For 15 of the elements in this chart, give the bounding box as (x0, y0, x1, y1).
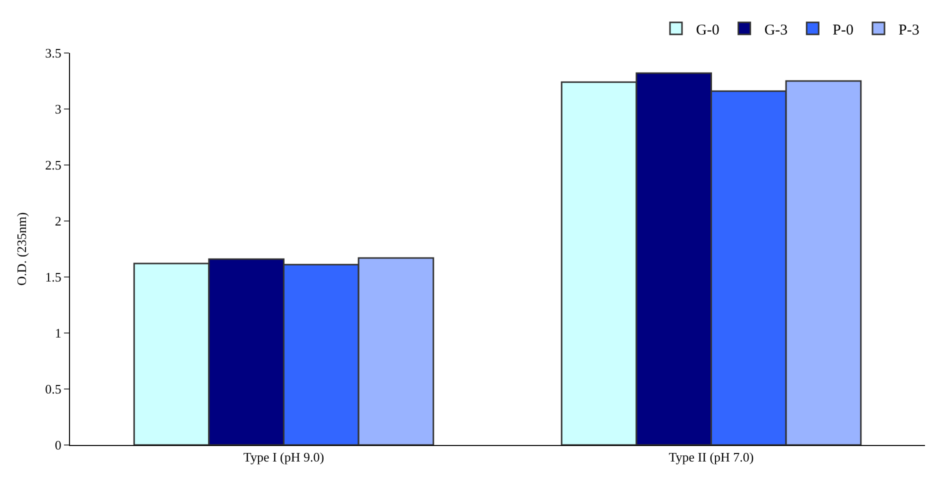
legend-label: P-3 (898, 22, 920, 38)
y-tick-label: 0 (54, 438, 62, 453)
y-tick-label: 0.5 (45, 382, 62, 397)
y-tick-label: 2 (54, 214, 62, 229)
y-tick-label: 3.5 (45, 46, 62, 61)
y-tick-label: 1 (54, 326, 62, 341)
x-tick-label: Type I (pH 9.0) (243, 450, 324, 465)
y-tick-label: 1.5 (45, 270, 62, 285)
y-axis-title: O.D. (235nm) (14, 212, 30, 286)
y-tick-label: 2.5 (45, 158, 62, 173)
legend-label: G-0 (696, 22, 720, 38)
x-tick-label: Type II (pH 7.0) (668, 450, 754, 465)
legend-label: P-0 (832, 22, 854, 38)
legend-label: G-3 (764, 22, 788, 38)
y-tick-label: 3 (54, 102, 62, 117)
